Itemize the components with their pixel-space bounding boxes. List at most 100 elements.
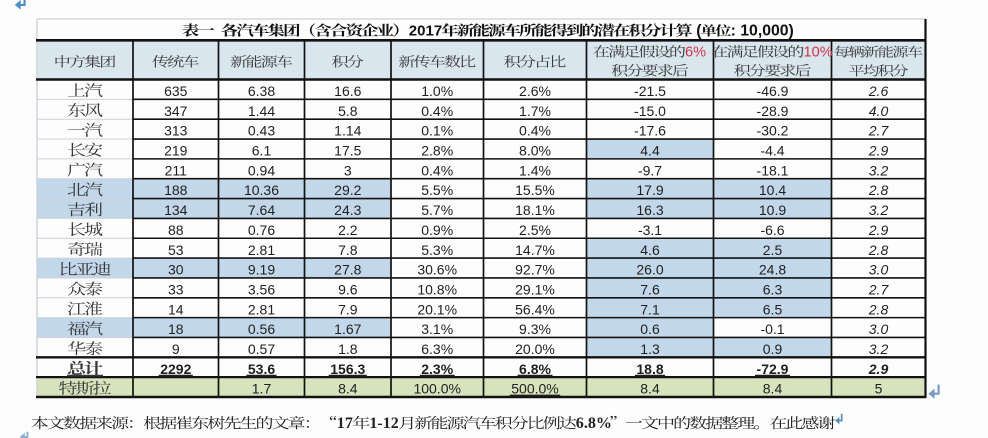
svg-text:18.1%: 18.1%: [515, 202, 555, 218]
svg-text:0.9: 0.9: [763, 341, 783, 357]
svg-text:7.8: 7.8: [338, 242, 358, 258]
svg-text:2.81: 2.81: [248, 301, 275, 317]
svg-text:4.4: 4.4: [640, 143, 660, 159]
svg-text:3: 3: [344, 162, 352, 178]
svg-text:-0.1: -0.1: [760, 321, 784, 337]
svg-text:6.8%: 6.8%: [576, 415, 612, 432]
svg-text:20.0%: 20.0%: [515, 341, 555, 357]
svg-text:1.3: 1.3: [640, 341, 660, 357]
svg-text:10%: 10%: [804, 45, 833, 61]
svg-text:100.0%: 100.0%: [413, 381, 460, 397]
svg-text:7.1: 7.1: [640, 301, 660, 317]
svg-text:-30.2: -30.2: [757, 123, 789, 139]
svg-text:14.7%: 14.7%: [515, 242, 555, 258]
svg-text:3.2: 3.2: [869, 202, 889, 218]
svg-text:1.7: 1.7: [252, 381, 272, 397]
svg-text:15.5%: 15.5%: [515, 182, 555, 198]
svg-text:-21.5: -21.5: [634, 83, 666, 99]
svg-text:1.14: 1.14: [334, 123, 361, 139]
svg-text:53: 53: [168, 242, 184, 258]
svg-text:18: 18: [168, 321, 184, 337]
svg-text:500.0%: 500.0%: [511, 381, 558, 397]
svg-text:0.9%: 0.9%: [421, 222, 453, 238]
svg-text:-72.9: -72.9: [757, 361, 789, 377]
svg-text:156.3: 156.3: [330, 361, 365, 377]
svg-text:-9.7: -9.7: [638, 162, 662, 178]
svg-text:10.9: 10.9: [759, 202, 786, 218]
svg-text:5: 5: [875, 381, 883, 397]
svg-text:: 10,000): : 10,000): [731, 22, 794, 39]
svg-text:14: 14: [168, 301, 184, 317]
svg-text:2.7: 2.7: [868, 123, 890, 139]
svg-text:16.6: 16.6: [334, 83, 361, 99]
svg-text:2.6: 2.6: [868, 83, 889, 99]
svg-text:1.67: 1.67: [334, 321, 361, 337]
svg-text:0.43: 0.43: [248, 123, 275, 139]
svg-text:27.8: 27.8: [334, 262, 361, 278]
svg-text:8.4: 8.4: [640, 381, 660, 397]
svg-text:3.0: 3.0: [869, 262, 889, 278]
svg-text:16.3: 16.3: [636, 202, 663, 218]
svg-text:8.4: 8.4: [338, 381, 358, 397]
svg-text:2292: 2292: [160, 361, 191, 377]
svg-text:2.8: 2.8: [868, 182, 889, 198]
svg-text:6.3%: 6.3%: [421, 341, 453, 357]
svg-text:7.6: 7.6: [640, 281, 660, 297]
svg-text:7.9: 7.9: [338, 301, 358, 317]
svg-text:8.0%: 8.0%: [519, 143, 551, 159]
svg-text:7.64: 7.64: [248, 202, 275, 218]
svg-text:2.81: 2.81: [248, 242, 275, 258]
svg-text:2.8: 2.8: [868, 301, 889, 317]
svg-text:53.6: 53.6: [248, 361, 275, 377]
svg-text:(: (: [696, 22, 702, 39]
svg-text:2017: 2017: [409, 22, 442, 39]
svg-text:0.4%: 0.4%: [421, 162, 453, 178]
svg-text:0.1%: 0.1%: [421, 123, 453, 139]
svg-text:9.6: 9.6: [338, 281, 358, 297]
svg-text:56.4%: 56.4%: [515, 301, 555, 317]
svg-text:-28.9: -28.9: [757, 103, 789, 119]
svg-text:1.7%: 1.7%: [519, 103, 551, 119]
svg-text:33: 33: [168, 281, 184, 297]
svg-text:-6.6: -6.6: [760, 222, 784, 238]
svg-text:88: 88: [168, 222, 184, 238]
svg-text:2.8: 2.8: [868, 242, 889, 258]
svg-text:2.5: 2.5: [763, 242, 783, 258]
svg-text:9: 9: [172, 341, 180, 357]
svg-text:6.8%: 6.8%: [519, 361, 551, 377]
svg-text:6.5: 6.5: [763, 301, 783, 317]
svg-text:24.3: 24.3: [334, 202, 361, 218]
svg-text:6.1: 6.1: [252, 143, 272, 159]
svg-text:4.6: 4.6: [640, 242, 660, 258]
svg-text:1.4%: 1.4%: [519, 162, 551, 178]
svg-text:4.0: 4.0: [869, 103, 889, 119]
svg-text:-15.0: -15.0: [634, 103, 666, 119]
svg-text:-46.9: -46.9: [757, 83, 789, 99]
svg-text:3.56: 3.56: [248, 281, 275, 297]
svg-text:0.56: 0.56: [248, 321, 275, 337]
svg-text:188: 188: [164, 182, 188, 198]
svg-text:2.9: 2.9: [868, 361, 889, 377]
svg-text:9.19: 9.19: [248, 262, 275, 278]
svg-text:-18.1: -18.1: [757, 162, 789, 178]
svg-text:30: 30: [168, 262, 184, 278]
svg-text:1.44: 1.44: [248, 103, 275, 119]
svg-text:26.0: 26.0: [636, 262, 663, 278]
svg-text:211: 211: [165, 162, 188, 178]
svg-text:0.57: 0.57: [248, 341, 275, 357]
svg-text:92.7%: 92.7%: [515, 262, 555, 278]
svg-text:1.8: 1.8: [338, 341, 358, 357]
svg-text:5.5%: 5.5%: [421, 182, 453, 198]
svg-text:0.76: 0.76: [248, 222, 275, 238]
svg-text:2.9: 2.9: [868, 222, 889, 238]
svg-text:0.6: 0.6: [640, 321, 660, 337]
svg-text:17: 17: [337, 415, 353, 432]
svg-text:5.7%: 5.7%: [421, 202, 453, 218]
svg-text:-17.6: -17.6: [634, 123, 666, 139]
svg-text:18.8: 18.8: [636, 361, 663, 377]
svg-text:219: 219: [164, 143, 188, 159]
svg-text:0.4%: 0.4%: [421, 103, 453, 119]
svg-text:17.9: 17.9: [636, 182, 663, 198]
svg-text:2.3%: 2.3%: [421, 361, 453, 377]
svg-text:0.94: 0.94: [248, 162, 275, 178]
